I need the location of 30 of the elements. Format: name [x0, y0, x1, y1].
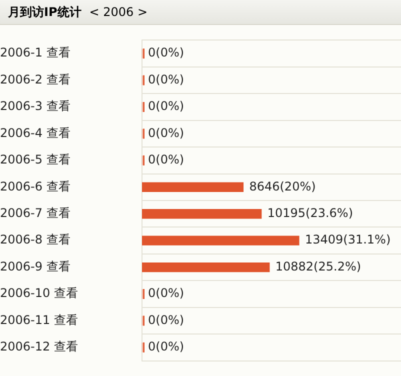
text: 月到访IP统计: [8, 5, 82, 19]
data-label: 0(0%): [148, 286, 184, 300]
y-tick-label: 2006-6 查看: [0, 179, 70, 194]
y-tick-label: 2006-2 查看: [0, 72, 70, 86]
y-tick-label: 2006-5 查看: [0, 152, 70, 167]
data-label: 0(0%): [148, 99, 184, 114]
data-label: 8646(20%): [249, 179, 316, 194]
y-tick-label: 2006-8 查看: [0, 232, 70, 247]
data-label: 0(0%): [148, 152, 184, 167]
y-tick-label: 2006-4 查看: [0, 126, 70, 140]
data-label: 0(0%): [148, 340, 184, 354]
y-tick-label: 2006-3 查看: [0, 99, 70, 114]
bar: [142, 262, 270, 272]
chart-subtitle: < 2006 >: [89, 5, 148, 19]
y-tick-label: 2006-10 查看: [0, 286, 78, 300]
y-tick-label: 2006-7 查看: [0, 206, 70, 220]
y-tick-label: 2006-1 查看: [0, 46, 70, 60]
data-label: 0(0%): [148, 312, 184, 327]
bar: [142, 209, 262, 219]
y-tick-label: 2006-12 查看: [0, 340, 78, 354]
bar: [142, 182, 244, 192]
data-label: 0(0%): [148, 72, 184, 86]
data-label: 0(0%): [148, 126, 184, 140]
data-label: 10882(25.2%): [275, 259, 362, 274]
bar: [142, 236, 300, 246]
data-label: 0(0%): [148, 46, 184, 60]
data-label: 13409(31.1%): [304, 232, 391, 247]
y-tick-label: 2006-9 查看: [0, 259, 70, 274]
y-tick-label: 2006-11 查看: [0, 312, 78, 327]
data-label: 10195(23.6%): [267, 206, 354, 220]
